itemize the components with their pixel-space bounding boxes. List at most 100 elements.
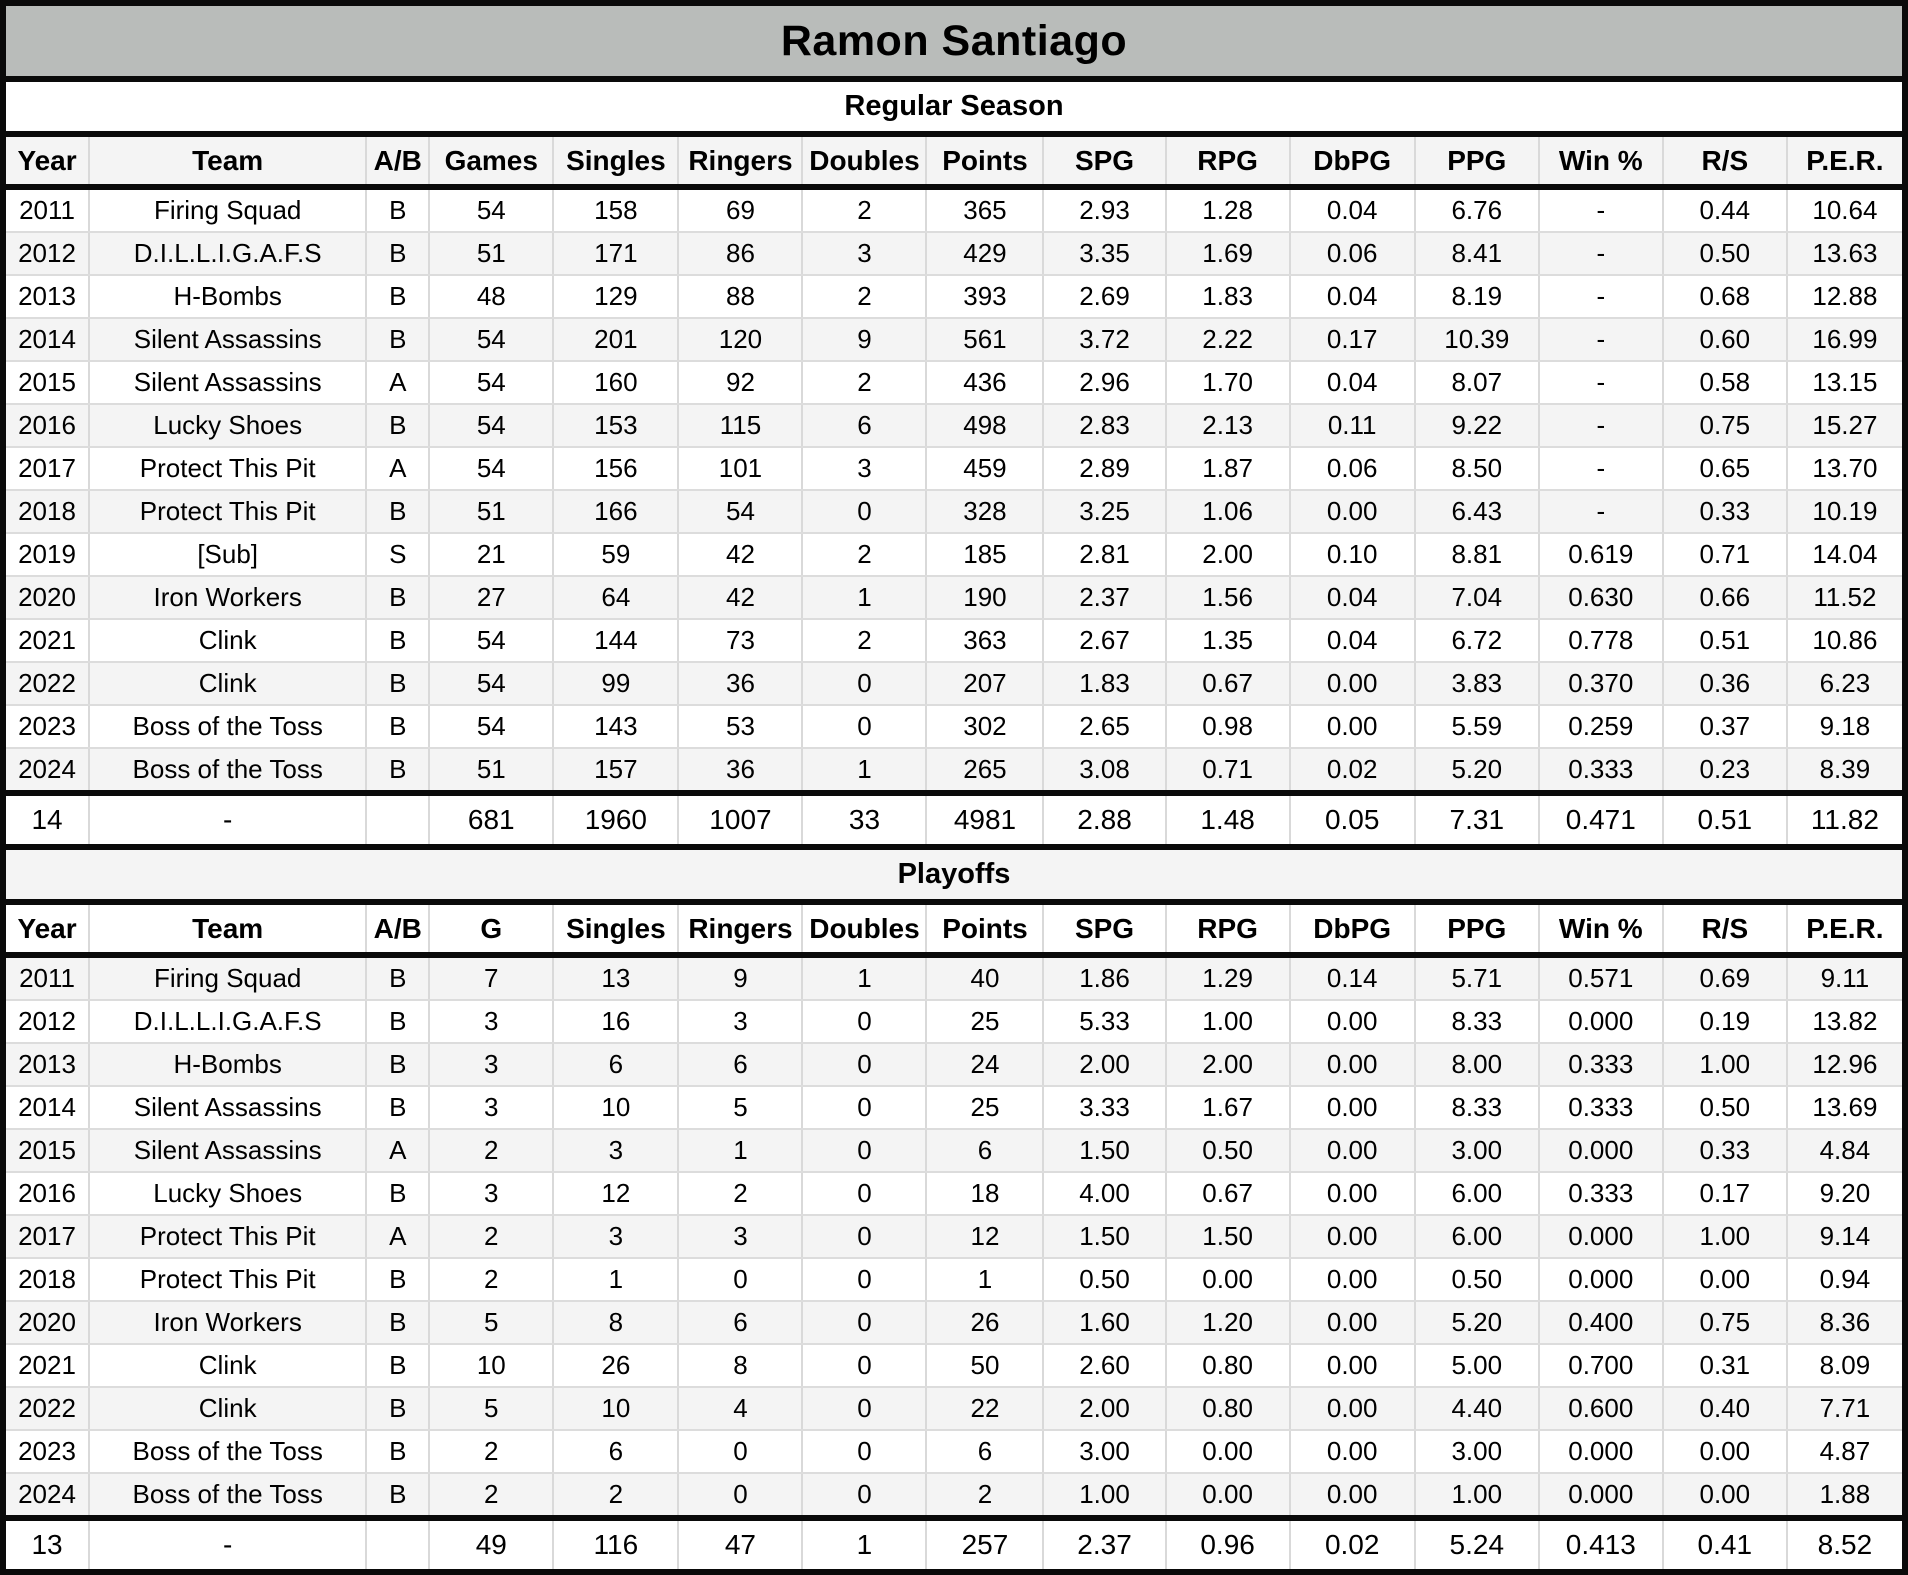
cell-rs: 0.23 xyxy=(1661,748,1787,794)
total-dbpg: 0.05 xyxy=(1288,790,1415,847)
cell-ab: B xyxy=(365,955,430,1001)
cell-points: 365 xyxy=(925,187,1044,233)
cell-points: 50 xyxy=(925,1344,1044,1388)
cell-year: 2016 xyxy=(6,404,90,448)
total-year: 13 xyxy=(6,1515,90,1569)
total-ab xyxy=(365,790,430,847)
cell-spg: 2.81 xyxy=(1042,533,1166,577)
cell-ppg: 6.00 xyxy=(1413,1172,1539,1216)
cell-ringers: 0 xyxy=(677,1258,803,1302)
cell-dbpg: 0.00 xyxy=(1288,1344,1415,1388)
cell-games: 51 xyxy=(428,232,554,276)
cell-per: 7.71 xyxy=(1785,1387,1902,1431)
cell-rs: 0.00 xyxy=(1661,1258,1787,1302)
cell-rs: 0.44 xyxy=(1661,187,1787,233)
cell-spg: 1.50 xyxy=(1042,1129,1166,1173)
column-header-win-pct: Win % xyxy=(1537,902,1663,958)
cell-win-pct: - xyxy=(1537,447,1663,491)
column-header-doubles: Doubles xyxy=(801,902,927,958)
cell-rs: 0.50 xyxy=(1661,232,1787,276)
cell-ppg: 8.41 xyxy=(1413,232,1539,276)
column-header-spg: SPG xyxy=(1042,134,1166,190)
cell-ppg: 8.50 xyxy=(1413,447,1539,491)
cell-rpg: 0.80 xyxy=(1164,1387,1290,1431)
cell-rpg: 1.50 xyxy=(1164,1215,1290,1259)
column-header-ab: A/B xyxy=(365,134,430,190)
cell-ab: B xyxy=(365,662,430,706)
cell-singles: 144 xyxy=(552,619,679,663)
cell-singles: 171 xyxy=(552,232,679,276)
cell-rs: 0.65 xyxy=(1661,447,1787,491)
cell-ringers: 6 xyxy=(677,1043,803,1087)
cell-spg: 1.60 xyxy=(1042,1301,1166,1345)
cell-rpg: 0.80 xyxy=(1164,1344,1290,1388)
cell-ringers: 86 xyxy=(677,232,803,276)
cell-win-pct: 0.333 xyxy=(1537,1086,1663,1130)
cell-games: 5 xyxy=(428,1301,554,1345)
cell-dbpg: 0.04 xyxy=(1288,275,1415,319)
cell-rpg: 1.29 xyxy=(1164,955,1290,1001)
total-ringers: 47 xyxy=(677,1515,803,1569)
cell-ab: B xyxy=(365,576,430,620)
cell-ppg: 5.20 xyxy=(1413,748,1539,794)
cell-ringers: 53 xyxy=(677,705,803,749)
table-row: 2017 Protect This Pit A 54 156 101 3 459 2.89 1.8… xyxy=(6,447,1902,491)
cell-spg: 2.65 xyxy=(1042,705,1166,749)
cell-per: 13.69 xyxy=(1785,1086,1902,1130)
cell-rpg: 1.67 xyxy=(1164,1086,1290,1130)
cell-doubles: 3 xyxy=(801,447,927,491)
cell-year: 2011 xyxy=(6,955,90,1001)
cell-ab: B xyxy=(365,232,430,276)
cell-ab: B xyxy=(365,1172,430,1216)
cell-points: 25 xyxy=(925,1086,1044,1130)
cell-team: Protect This Pit xyxy=(88,447,367,491)
cell-ringers: 0 xyxy=(677,1473,803,1519)
table-row: 2012 D.I.L.L.I.G.A.F.S B 3 16 3 0 25 5.33 1.00 0.0… xyxy=(6,1000,1902,1044)
cell-games: 3 xyxy=(428,1172,554,1216)
total-rs: 0.51 xyxy=(1661,790,1787,847)
cell-ab: B xyxy=(365,490,430,534)
cell-rs: 0.17 xyxy=(1661,1172,1787,1216)
cell-spg: 2.67 xyxy=(1042,619,1166,663)
column-header-doubles: Doubles xyxy=(801,134,927,190)
cell-doubles: 3 xyxy=(801,232,927,276)
cell-spg: 2.89 xyxy=(1042,447,1166,491)
cell-ppg: 5.59 xyxy=(1413,705,1539,749)
cell-per: 9.11 xyxy=(1785,955,1902,1001)
cell-ab: B xyxy=(365,1000,430,1044)
cell-ab: B xyxy=(365,1430,430,1474)
cell-dbpg: 0.00 xyxy=(1288,1215,1415,1259)
cell-games: 54 xyxy=(428,361,554,405)
cell-rs: 0.71 xyxy=(1661,533,1787,577)
stats-table-body: Regular Season Year Team A/B Games Singles Rin… xyxy=(6,82,1902,1569)
cell-doubles: 1 xyxy=(801,748,927,794)
total-team: - xyxy=(88,1515,367,1569)
cell-games: 3 xyxy=(428,1086,554,1130)
cell-year: 2020 xyxy=(6,576,90,620)
cell-year: 2014 xyxy=(6,318,90,362)
cell-singles: 1 xyxy=(552,1258,679,1302)
cell-ringers: 73 xyxy=(677,619,803,663)
cell-ab: B xyxy=(365,404,430,448)
cell-rpg: 0.50 xyxy=(1164,1129,1290,1173)
cell-doubles: 0 xyxy=(801,1172,927,1216)
cell-spg: 0.50 xyxy=(1042,1258,1166,1302)
cell-team: Silent Assassins xyxy=(88,1129,367,1173)
table-row: 2024 Boss of the Toss B 2 2 0 0 2 1.00 0.00 0.00 1.… xyxy=(6,1473,1902,1519)
total-rpg: 1.48 xyxy=(1164,790,1290,847)
cell-dbpg: 0.00 xyxy=(1288,490,1415,534)
total-win-pct: 0.471 xyxy=(1537,790,1663,847)
cell-rpg: 2.00 xyxy=(1164,1043,1290,1087)
cell-win-pct: 0.333 xyxy=(1537,1172,1663,1216)
table-row: 2018 Protect This Pit B 51 166 54 0 328 3.25 1.06… xyxy=(6,490,1902,534)
totals-row: 13- 49 116 47 1 257 2.37 0.96 0.02 5.24 0.413 0.41 8… xyxy=(6,1515,1902,1569)
column-header-rs: R/S xyxy=(1661,902,1787,958)
cell-games: 54 xyxy=(428,187,554,233)
cell-ringers: 2 xyxy=(677,1172,803,1216)
cell-points: 25 xyxy=(925,1000,1044,1044)
cell-win-pct: 0.259 xyxy=(1537,705,1663,749)
cell-games: 2 xyxy=(428,1215,554,1259)
cell-points: 40 xyxy=(925,955,1044,1001)
cell-singles: 143 xyxy=(552,705,679,749)
cell-year: 2021 xyxy=(6,619,90,663)
